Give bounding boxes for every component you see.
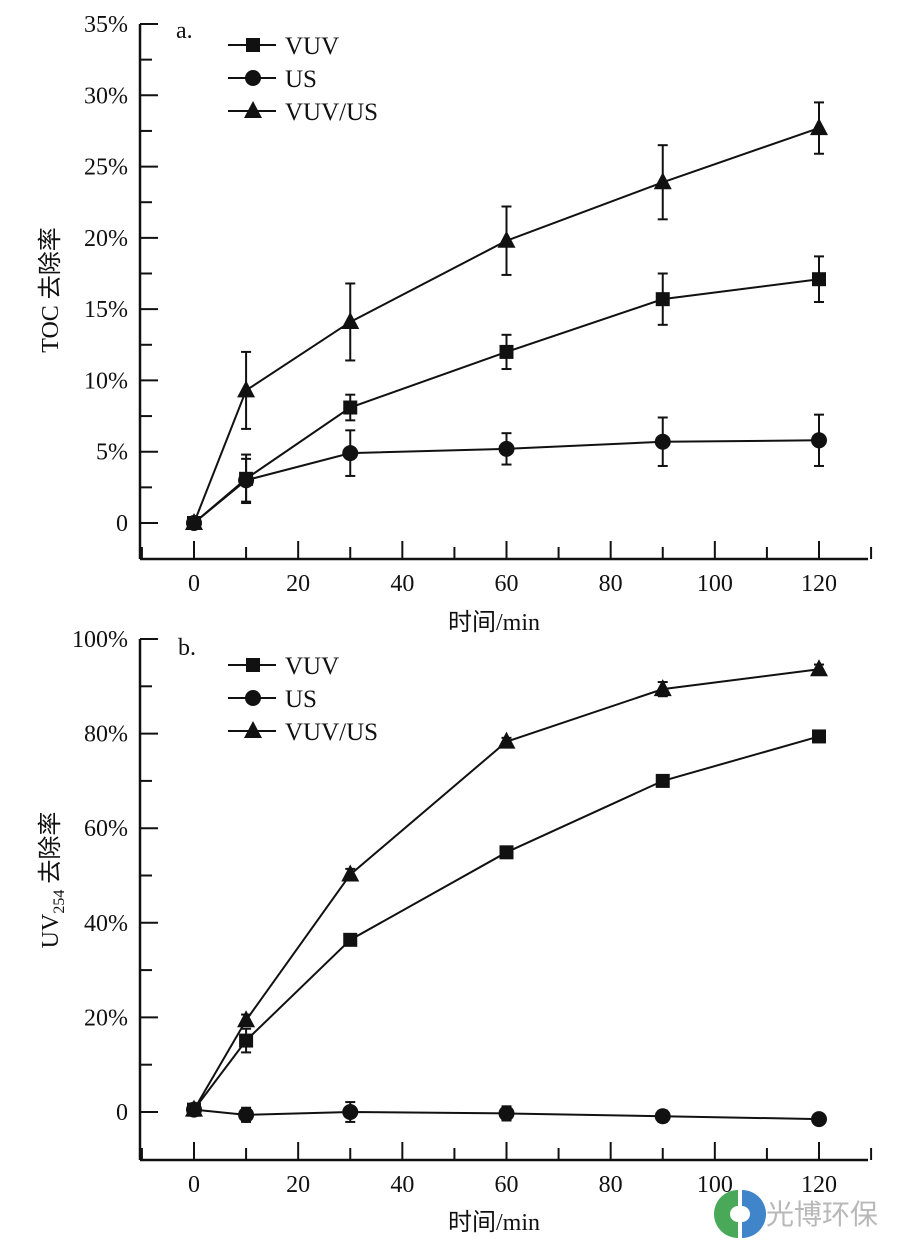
chart-b-x-tick-label: 0	[188, 1172, 200, 1198]
chart-a-x-tick-label: 40	[390, 571, 414, 597]
chart-b-x-tick-label: 40	[390, 1172, 414, 1198]
chart-b-legend-label: VUV/US	[285, 719, 378, 746]
chart-a-data-point	[341, 311, 360, 329]
chart-a-y-tick-label: 35%	[84, 12, 128, 38]
chart-b-x-tick-label: 120	[801, 1172, 837, 1198]
chart-b-data-point	[341, 864, 360, 882]
chart-b-y-tick-label: 40%	[84, 911, 128, 937]
chart-panel-b: 020%40%60%80%100%0 20 40 60 80 100 120时间/minUV…	[37, 627, 873, 1236]
chart-b-data-point	[237, 1010, 256, 1028]
chart-b-data-point	[343, 932, 358, 947]
chart-b-series-line	[193, 1108, 820, 1121]
chart-a-series-line	[193, 127, 820, 524]
chart-a-y-tick-label: 20%	[84, 226, 128, 252]
chart-b-x-tick-label: 80	[599, 1172, 623, 1198]
chart-b-data-point	[239, 1033, 254, 1048]
chart-a-y-tick-label: 5%	[96, 440, 128, 466]
chart-a-x-tick-label: 100	[697, 571, 733, 597]
chart-a-series-line	[193, 439, 820, 524]
chart-b-y-axis-title: UV254 去除率	[37, 812, 68, 949]
chart-a-data-point	[343, 400, 358, 415]
chart-b-y-tick-label: 80%	[84, 722, 128, 748]
chart-a-data-point	[498, 440, 515, 457]
chart-a-series-line	[193, 278, 820, 524]
chart-a-series-us	[186, 413, 827, 531]
chart-b-data-point	[499, 845, 514, 860]
chart-a-data-point	[342, 445, 359, 462]
chart-a-data-point	[654, 433, 671, 450]
chart-a-x-tick-label: 0	[188, 571, 200, 597]
chart-b-y-axis-title-main: UV	[38, 913, 64, 948]
chart-b-series-line	[193, 668, 820, 1111]
chart-a-data-point	[238, 472, 255, 489]
chart-b-series-us	[186, 1101, 827, 1128]
chart-a-data-point	[497, 230, 516, 248]
chart-b-legend-marker-triangle-icon	[244, 721, 262, 738]
chart-b-y-axis-title-sub: 254	[51, 890, 68, 914]
chart-b-data-point	[811, 1111, 827, 1128]
chart-b-y-tick-label: 60%	[84, 816, 128, 842]
chart-a-legend-marker-triangle-icon	[244, 101, 262, 118]
chart-a-legend-label: VUV	[285, 33, 339, 60]
chart-a-series-vuv-us	[185, 101, 828, 530]
chart-a-legend-marker-circle-icon	[245, 70, 261, 86]
chart-a-y-axis-title: TOC 去除率	[37, 227, 64, 353]
chart-a-x-tick-label: 20	[286, 571, 310, 597]
chart-a-data-point	[237, 380, 256, 398]
chart-a-data-point	[810, 118, 828, 136]
chart-b-data-point	[812, 729, 826, 744]
chart-a-x-axis-title: 时间/min	[448, 609, 540, 636]
chart-b-y-tick-label: 100%	[72, 627, 128, 653]
chart-a-x-tick-label: 60	[495, 571, 519, 597]
chart-b-x-tick-label: 20	[286, 1172, 310, 1198]
chart-a-data-point	[655, 292, 670, 307]
chart-b-series-vuv	[187, 729, 826, 1117]
chart-b-y-axis-title-suffix: 去除率	[37, 812, 64, 890]
chart-b-data-point	[654, 1108, 671, 1125]
chart-a-data-point	[812, 272, 826, 287]
chart-b-legend-marker-circle-icon	[245, 690, 261, 706]
chart-b-data-point	[497, 731, 516, 749]
chart-a-panel-label: a.	[176, 18, 193, 44]
chart-b-x-axis-title: 时间/min	[448, 1209, 540, 1236]
chart-a-data-point	[185, 513, 203, 530]
chart-a-series-vuv	[187, 255, 826, 530]
watermark: 光博环保	[714, 1190, 878, 1238]
watermark-logo-icon	[714, 1190, 766, 1238]
chart-b-data-point	[810, 659, 828, 677]
chart-b-data-point	[653, 679, 672, 697]
chart-a-y-tick-label: 25%	[84, 155, 128, 181]
chart-b-data-point	[185, 1099, 203, 1117]
chart-b-panel-label: b.	[178, 635, 196, 661]
chart-a-data-point	[499, 344, 514, 359]
chart-a-y-tick-label: 0	[116, 511, 128, 537]
chart-panel-a: 0 5% 10% 15% 20% 25% 30% 35% 0 20 40 60 80 100 120 时间/m…	[37, 12, 873, 636]
chart-a-data-point	[811, 432, 827, 449]
chart-b-series-line	[193, 735, 820, 1111]
chart-b-series-vuv-us	[185, 659, 828, 1117]
chart-a-x-tick-label: 120	[801, 571, 837, 597]
chart-b-y-tick-label: 20%	[84, 1005, 128, 1031]
chart-a-y-tick-label: 15%	[84, 297, 128, 323]
chart-a-x-tick-label: 80	[599, 571, 623, 597]
chart-b-legend-marker-square-icon	[246, 658, 260, 672]
chart-b-data-point	[498, 1105, 515, 1122]
chart-b-data-point	[238, 1106, 255, 1123]
chart-b-data-point	[655, 773, 670, 788]
chart-a-legend-label: VUV/US	[285, 99, 378, 126]
watermark-text: 光博环保	[766, 1198, 878, 1231]
chart-a-y-tick-label: 30%	[84, 83, 128, 109]
chart-a-legend-marker-square-icon	[246, 38, 260, 52]
chart-b-legend-label: VUV	[285, 653, 339, 680]
chart-b-legend-label: US	[285, 686, 317, 713]
chart-a-legend: VUV US VUV/US	[228, 33, 378, 126]
chart-b-y-tick-label: 0	[116, 1100, 128, 1126]
chart-b-legend: VUV US VUV/US	[228, 653, 378, 746]
chart-b-data-point	[342, 1104, 359, 1120]
chart-a-data-point	[653, 172, 672, 190]
chart-b-x-tick-label: 60	[495, 1172, 519, 1198]
chart-a-y-tick-label: 10%	[84, 368, 128, 394]
chart-a-legend-label: US	[285, 66, 317, 93]
